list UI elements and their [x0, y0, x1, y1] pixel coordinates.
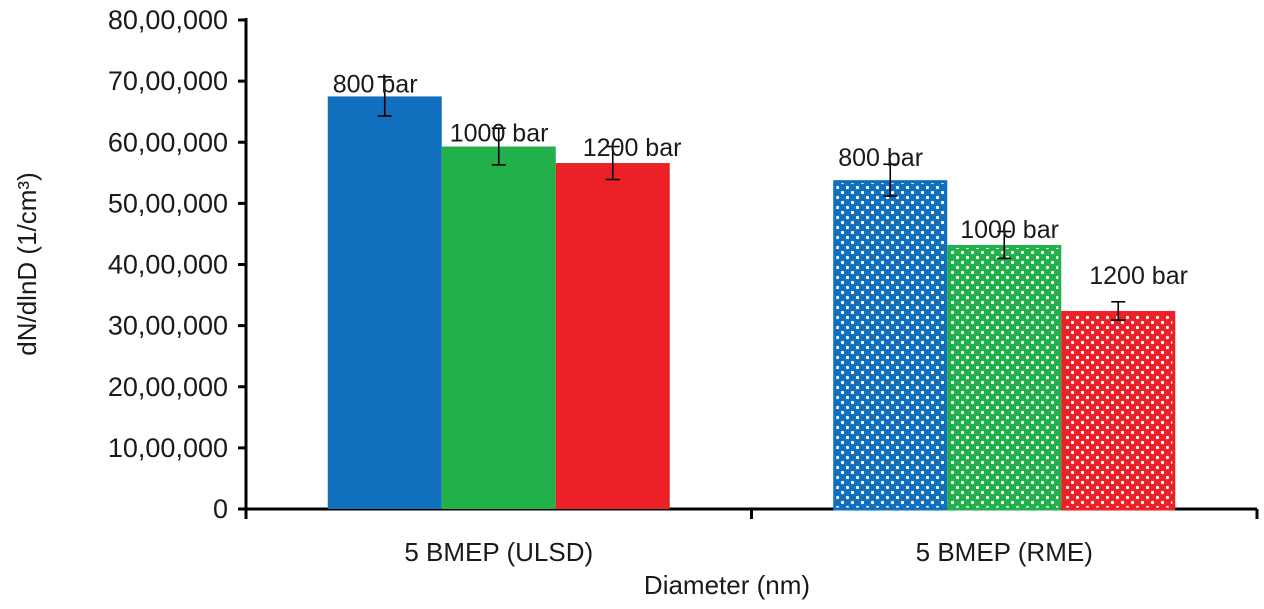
plot-area: 0 10,00,000 20,00,000 30,00,000 40,00,000 50,…	[108, 5, 1259, 567]
bar	[441, 146, 556, 509]
y-tick-label: 50,00,000	[108, 188, 228, 218]
y-tick-label: 70,00,000	[108, 66, 228, 96]
bar	[555, 163, 670, 509]
y-tick-label: 20,00,000	[108, 372, 228, 402]
bar	[947, 244, 1062, 511]
bar-data-label: 1000 bar	[960, 216, 1059, 244]
x-category-label: 5 BMEP (ULSD)	[404, 537, 593, 567]
bar-data-label: 1000 bar	[450, 120, 549, 148]
bar-data-label: 800 bar	[838, 144, 923, 172]
bar-data-label: 1200 bar	[583, 134, 682, 162]
y-tick-label: 60,00,000	[108, 127, 228, 157]
x-axis-title: Diameter (nm)	[644, 570, 810, 600]
x-category-label: 5 BMEP (RME)	[916, 537, 1093, 567]
bar-data-label: 800 bar	[333, 70, 418, 98]
bar	[327, 96, 442, 509]
bar	[833, 180, 948, 511]
y-tick-label: 10,00,000	[108, 433, 228, 463]
bar-data-label: 1200 bar	[1089, 262, 1188, 290]
y-tick-label: 80,00,000	[108, 5, 228, 35]
bar	[1061, 310, 1176, 511]
y-tick-label: 0	[213, 494, 228, 524]
y-tick-label: 40,00,000	[108, 250, 228, 280]
y-tick-label: 30,00,000	[108, 311, 228, 341]
y-axis-title: dN/dlnD (1/cm³)	[12, 172, 42, 355]
